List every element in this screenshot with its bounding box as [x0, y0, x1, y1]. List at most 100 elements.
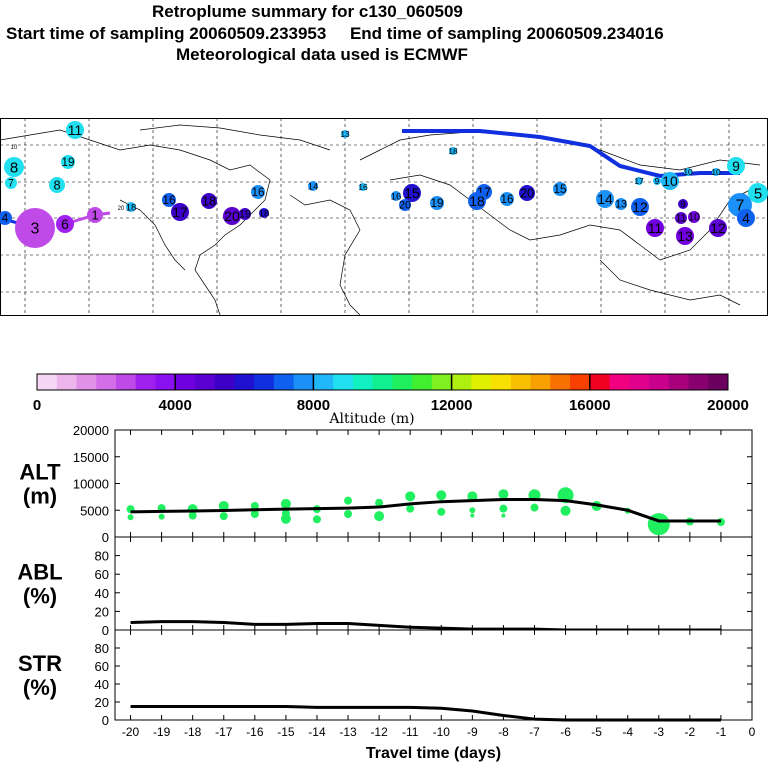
cluster-circle — [709, 219, 727, 237]
colorbar-label: Altitude (m) — [328, 411, 414, 427]
colorbar-swatch — [313, 374, 334, 390]
colorbar-swatch — [115, 374, 137, 390]
panel-frame — [114, 536, 753, 631]
x-tick-label: -1 — [716, 725, 727, 739]
time-series-panels: 05000100001500020000ALT(m)020406080ABL(%… — [17, 423, 755, 762]
cluster-marker: 14 — [308, 181, 319, 192]
x-tick-label: -11 — [402, 725, 419, 739]
alt-point — [127, 514, 134, 521]
cluster-circle — [391, 191, 401, 201]
cluster-label: 9 — [680, 199, 685, 210]
x-tick-label: 0 — [749, 725, 756, 739]
cluster-marker: 10 — [683, 167, 693, 177]
colorbar-swatch — [530, 374, 551, 390]
y-tick-label: 60 — [95, 659, 109, 674]
cluster-marker: 4 — [0, 211, 12, 225]
cluster-marker: 18 — [201, 193, 217, 209]
x-tick-label: -12 — [370, 725, 388, 739]
colorbar-swatch — [155, 374, 176, 390]
cluster-circle — [201, 193, 217, 209]
cluster-marker: 9 — [653, 176, 661, 186]
alt-point — [647, 513, 670, 536]
cluster-circle — [748, 183, 768, 203]
colorbar-tick-label: 12000 — [431, 397, 473, 414]
cluster-marker: 16 — [500, 192, 514, 206]
cluster-label: 11 — [676, 213, 687, 225]
cluster-circle — [61, 155, 75, 169]
colorbar-swatch — [175, 374, 196, 390]
cluster-marker: 11 — [66, 121, 84, 139]
cluster-circle — [646, 219, 664, 237]
x-tick-label: -10 — [433, 725, 451, 739]
cluster-circle — [635, 177, 643, 185]
colorbar-tick-label: 0 — [33, 397, 41, 414]
cluster-circle — [171, 203, 189, 221]
panel-0: 0 5000 10000 15000 20000 ALT(m) — [19, 423, 753, 545]
y-tick-label: 0 — [102, 713, 109, 728]
cluster-marker: 16 — [251, 185, 265, 199]
cluster-label: 17 — [172, 204, 188, 220]
cluster-marker: 8 — [4, 157, 24, 177]
alt-point — [405, 491, 416, 502]
cluster-circle — [553, 182, 567, 196]
cluster-label: 5 — [754, 185, 762, 202]
cluster-marker: 15 — [403, 184, 421, 202]
colorbar-swatch — [372, 374, 393, 390]
cluster-label: 17 — [634, 176, 644, 186]
cluster-label: 16 — [162, 194, 175, 207]
cluster-label: 14 — [308, 181, 319, 192]
cluster-circle — [631, 198, 649, 216]
cluster-circle — [341, 130, 349, 138]
cluster-circle — [403, 184, 421, 202]
cluster-label: 9 — [732, 158, 740, 174]
x-tick-label: -13 — [339, 725, 357, 739]
x-tick-label: -15 — [277, 725, 295, 739]
cluster-marker: 20 — [519, 185, 535, 201]
y-tick-label: 5000 — [80, 503, 109, 518]
x-tick-label: -5 — [591, 725, 602, 739]
cluster-circle — [4, 157, 24, 177]
colorbar-swatch — [214, 374, 235, 390]
colorbar-swatch — [668, 374, 690, 390]
colorbar-swatch — [550, 374, 571, 390]
y-tick-label: 20000 — [73, 423, 109, 438]
cluster-label: 9 — [655, 176, 660, 186]
cluster-marker: 16 — [358, 182, 368, 192]
cluster-circle — [661, 172, 679, 190]
cluster-marker: 9 — [727, 157, 745, 175]
cluster-label: 3 — [31, 221, 40, 238]
cluster-label: 10 — [688, 212, 700, 224]
colorbar-swatch — [37, 374, 58, 390]
cluster-label: 18 — [259, 208, 270, 219]
cluster-marker: 18 — [468, 192, 486, 210]
x-tick-label: -9 — [467, 725, 478, 739]
y-tick-label: 60 — [95, 567, 109, 582]
cluster-label: 13 — [677, 228, 693, 244]
colorbar-swatch — [56, 374, 77, 390]
colorbar-swatch — [491, 374, 512, 390]
cluster-circle — [66, 121, 84, 139]
cluster-label: 20 — [118, 206, 125, 212]
alt-point — [188, 511, 197, 520]
cluster-label: 10 — [711, 167, 721, 177]
alt-point — [560, 505, 571, 516]
cluster-marker: 19 — [61, 155, 75, 169]
y-tick-label: 0 — [102, 623, 109, 638]
cluster-label: 14 — [597, 191, 613, 207]
alt-point — [437, 507, 446, 516]
colorbar-swatch — [293, 374, 314, 390]
y-axis-label: STR — [18, 651, 62, 676]
trajectory-track — [402, 129, 740, 179]
colorbar-swatch — [589, 374, 611, 390]
cluster-circle — [308, 181, 318, 191]
y-axis-label: (%) — [23, 584, 57, 609]
cluster-marker: 3 — [15, 208, 55, 248]
y-tick-label: 80 — [95, 641, 109, 656]
cluster-marker: 10 — [688, 211, 700, 224]
cluster-marker: 10 — [711, 167, 721, 177]
x-tick-label: -16 — [246, 725, 264, 739]
cluster-label: 4 — [742, 210, 750, 226]
alt-point — [219, 512, 228, 521]
cluster-marker: 16 — [391, 191, 401, 202]
